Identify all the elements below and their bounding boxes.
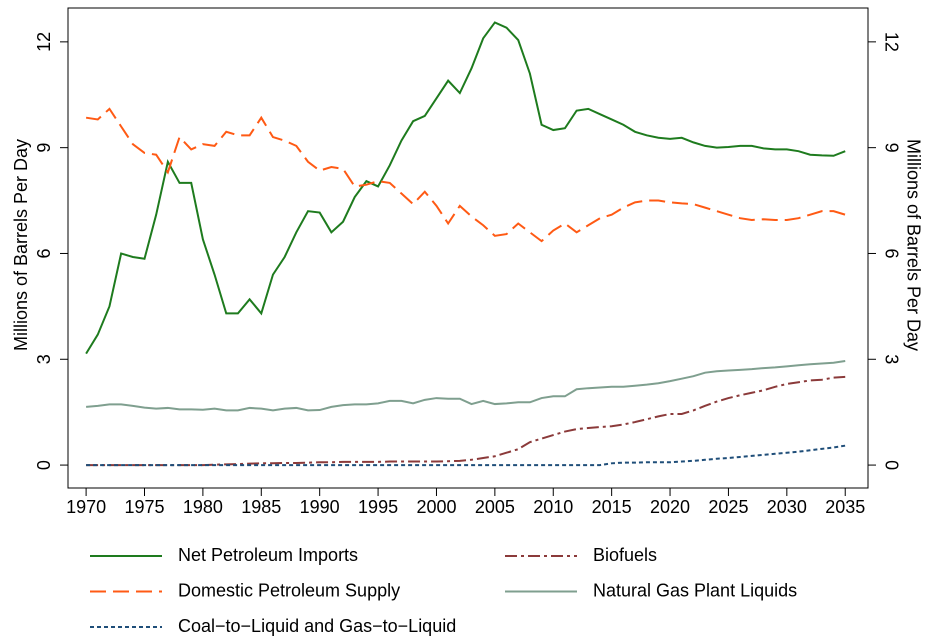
x-tick-label: 1985 [241,497,281,517]
x-tick-label: 1995 [358,497,398,517]
x-tick-label: 1970 [66,497,106,517]
legend-label: Net Petroleum Imports [178,545,358,565]
y-tick-label: 3 [34,354,54,364]
y2-axis-title: Millions of Barrels Per Day [903,139,923,351]
legend-label: Biofuels [593,545,657,565]
y2-tick-label: 6 [881,248,901,258]
legend-label: Natural Gas Plant Liquids [593,580,797,600]
y2-tick-label: 3 [881,354,901,364]
x-tick-label: 2035 [825,497,865,517]
y2-tick-label: 9 [881,143,901,153]
y-axis-title: Millions of Barrels Per Day [11,139,31,351]
x-tick-label: 2000 [416,497,456,517]
series-line [86,444,846,467]
y-tick-label: 12 [34,32,54,52]
x-tick-label: 2030 [767,497,807,517]
x-tick-label: 2025 [708,497,748,517]
x-tick-label: 2020 [650,497,690,517]
x-tick-label: 1990 [300,497,340,517]
series-line [85,107,846,243]
y-tick-label: 9 [34,143,54,153]
plot-frame [67,7,869,489]
y-tick-label: 0 [34,460,54,470]
y2-tick-label: 12 [881,32,901,52]
legend-label: Coal−to−Liquid and Gas−to−Liquid [178,616,456,636]
series-line [86,375,846,467]
x-tick-label: 1975 [124,497,164,517]
y-tick-label: 6 [34,248,54,258]
series-line [86,360,846,412]
x-tick-label: 2005 [475,497,515,517]
x-tick-label: 2015 [592,497,632,517]
x-tick-label: 1980 [183,497,223,517]
series-line [85,21,846,355]
x-tick-label: 2010 [533,497,573,517]
legend-label: Domestic Petroleum Supply [178,580,400,600]
y2-tick-label: 0 [881,460,901,470]
